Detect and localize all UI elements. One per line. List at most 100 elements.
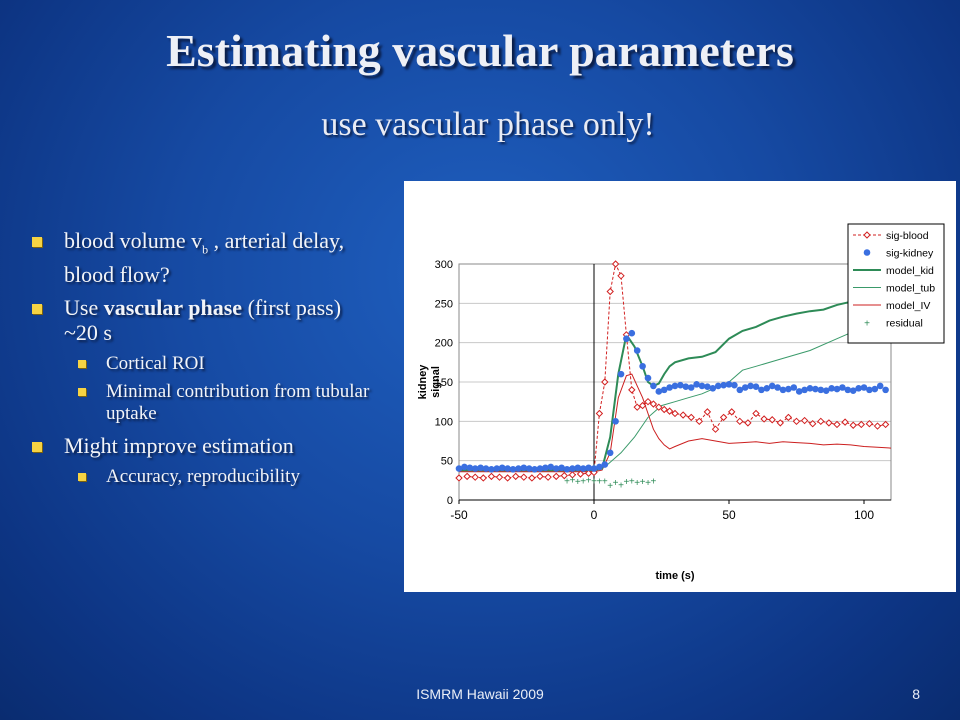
sig-kidney-point xyxy=(666,384,673,391)
sig-kidney-point xyxy=(623,335,630,343)
sig-blood-point xyxy=(487,472,496,481)
subbullet-square-icon xyxy=(78,473,86,482)
sig-kidney-point xyxy=(698,382,706,390)
sig-blood-point xyxy=(463,472,471,481)
sig-kidney-point xyxy=(806,384,814,392)
sig-blood-point xyxy=(865,419,874,428)
sig-kidney-point xyxy=(693,381,700,388)
sig-blood-point xyxy=(638,401,647,410)
sig-kidney-point xyxy=(725,381,733,388)
sig-blood-point xyxy=(503,474,512,482)
sig-kidney-point xyxy=(542,464,549,472)
sig-blood-point xyxy=(825,419,833,427)
sig-kidney-point xyxy=(547,463,555,471)
sig-blood-point xyxy=(601,378,609,386)
sig-kidney-point xyxy=(752,383,760,391)
sig-kidney-point xyxy=(455,465,463,472)
sig-blood-point xyxy=(841,418,849,426)
series-sig-blood-line xyxy=(458,262,886,479)
sig-kidney-point xyxy=(639,362,646,370)
sig-kidney-point xyxy=(612,418,619,425)
sig-kidney-point xyxy=(644,374,652,382)
sig-kidney-point xyxy=(860,384,868,391)
residual-point: + xyxy=(645,478,651,489)
residual-point: + xyxy=(564,476,570,487)
sig-kidney-point xyxy=(493,465,501,472)
sig-kidney-point xyxy=(633,347,641,354)
sig-kidney-point xyxy=(628,329,636,337)
sig-blood-point xyxy=(560,471,569,480)
sig-kidney-point xyxy=(569,465,576,472)
sig-blood-point xyxy=(633,403,641,411)
sig-blood-point xyxy=(833,420,841,429)
y-axis-label: kidneysignal xyxy=(417,364,442,400)
residual-point: + xyxy=(569,476,575,487)
sig-blood-point xyxy=(471,473,479,481)
sig-blood-point xyxy=(479,474,488,482)
sig-kidney-point xyxy=(801,386,808,394)
residual-point: + xyxy=(613,478,619,489)
sig-kidney-point xyxy=(866,386,873,394)
chart-panel: 0 50 100 150 200 250 300 -50 0 50 100 time (s) kidne… xyxy=(404,181,956,592)
sig-blood-point xyxy=(655,403,663,411)
sig-kidney-point xyxy=(531,466,538,473)
sig-blood-point xyxy=(736,417,744,426)
legend-label: sig-kidney xyxy=(886,248,934,260)
legend-swatch: + xyxy=(864,319,870,330)
sig-blood-point xyxy=(727,408,736,416)
x-tick-label: -50 xyxy=(450,508,468,522)
sig-kidney-point xyxy=(590,465,598,472)
sig-kidney-point xyxy=(563,466,571,473)
y-tick-label: 200 xyxy=(435,338,453,350)
residual-point: + xyxy=(623,477,629,488)
sig-kidney-point xyxy=(471,465,479,472)
residual-point: + xyxy=(591,476,597,487)
sig-kidney-point xyxy=(461,463,468,471)
legend-label: model_tub xyxy=(886,283,935,295)
sig-kidney-point xyxy=(488,466,495,473)
y-tick-label: 100 xyxy=(435,416,453,428)
sig-kidney-point xyxy=(855,384,862,392)
sig-blood-point xyxy=(744,419,752,427)
y-tick-label: 250 xyxy=(435,298,453,310)
subbullet-square-icon xyxy=(78,388,86,397)
sig-kidney-point xyxy=(520,464,528,472)
sig-kidney-point xyxy=(687,384,695,391)
residual-point: + xyxy=(618,480,624,491)
bullet-improve-estimation: Might improve estimation xyxy=(30,433,380,458)
sig-kidney-point xyxy=(785,385,792,393)
residual-point: + xyxy=(596,476,602,487)
sig-blood-point xyxy=(719,413,728,422)
sig-kidney-point xyxy=(731,381,738,389)
legend-box xyxy=(847,223,945,344)
page-number: 8 xyxy=(912,686,920,702)
sig-kidney-point xyxy=(758,386,765,394)
sig-kidney-point xyxy=(709,384,717,392)
sig-blood-point xyxy=(768,416,776,424)
sig-kidney-point xyxy=(682,383,690,391)
sig-kidney-point xyxy=(515,465,522,472)
y-tick-label: 150 xyxy=(435,377,453,389)
sig-blood-point xyxy=(455,474,463,482)
subbullet-square-icon xyxy=(78,360,86,369)
sig-kidney-point xyxy=(882,386,889,394)
sig-blood-point xyxy=(660,405,668,414)
sig-blood-point xyxy=(849,421,857,429)
sig-blood-point xyxy=(792,417,801,426)
sig-kidney-point xyxy=(536,465,544,472)
sig-kidney-point xyxy=(768,382,776,390)
y-tick-label: 0 xyxy=(447,495,453,507)
sig-blood-point xyxy=(528,474,536,482)
bullet-square-icon xyxy=(32,304,42,315)
sig-blood-point xyxy=(873,422,882,430)
sig-kidney-point xyxy=(504,465,511,472)
sig-blood-point xyxy=(520,473,528,481)
sig-kidney-point xyxy=(828,384,835,392)
sig-kidney-point xyxy=(596,463,603,471)
sig-kidney-point xyxy=(525,465,533,472)
sig-blood-point xyxy=(617,272,625,280)
sig-kidney-point xyxy=(650,382,657,390)
sig-kidney-point xyxy=(817,386,825,394)
sig-kidney-point xyxy=(477,464,484,472)
bullet-square-icon xyxy=(32,442,42,453)
